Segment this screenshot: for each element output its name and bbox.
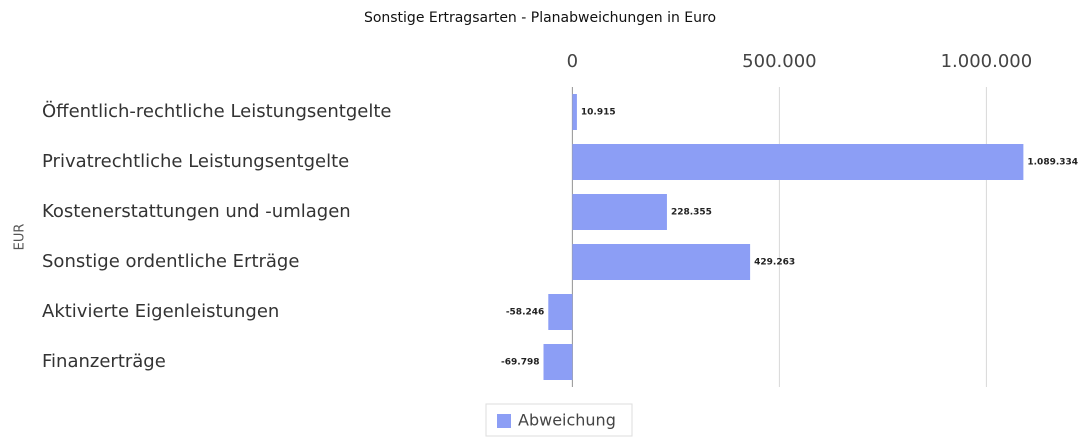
bar — [543, 344, 573, 380]
bar — [572, 144, 1024, 180]
y-tick-label: Privatrechtliche Leistungsentgelte — [42, 151, 349, 172]
bar — [572, 194, 667, 230]
chart-title: Sonstige Ertragsarten - Planabweichungen… — [364, 10, 716, 26]
value-label: 10.915 — [581, 108, 616, 118]
value-label: -69.798 — [501, 358, 539, 368]
x-tick-label: 1.000.000 — [941, 51, 1033, 72]
x-tick-label: 0 — [567, 51, 578, 72]
value-label: -58.246 — [506, 308, 544, 318]
y-tick-label: Aktivierte Eigenleistungen — [42, 301, 279, 322]
y-tick-label: Sonstige ordentliche Erträge — [42, 251, 299, 272]
value-label: 228.355 — [671, 208, 712, 218]
legend-border — [485, 403, 633, 437]
bar — [548, 294, 573, 330]
x-tick-label: 500.000 — [742, 51, 816, 72]
bar — [572, 244, 751, 280]
value-label: 1.089.334 — [1027, 158, 1078, 168]
legend-swatch — [497, 414, 511, 428]
y-tick-label: Öffentlich-rechtliche Leistungsentgelte — [42, 100, 391, 122]
y-tick-label: Finanzerträge — [42, 351, 166, 372]
legend-label: Abweichung — [518, 411, 616, 430]
y-axis-title: EUR — [13, 224, 28, 251]
y-tick-label: Kostenerstattungen und -umlagen — [42, 201, 351, 222]
value-label: 429.263 — [754, 258, 795, 268]
bar — [572, 94, 577, 130]
